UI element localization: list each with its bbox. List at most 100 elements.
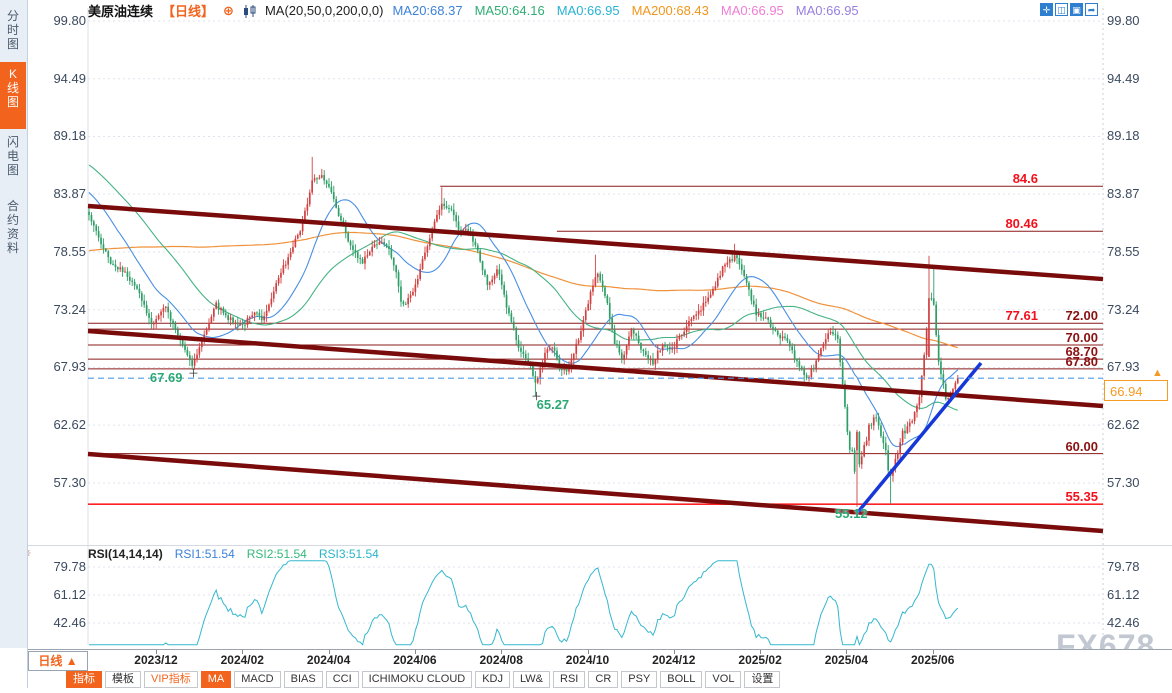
price-level-label[interactable]: 67.80: [1065, 353, 1098, 369]
price-level-label[interactable]: 68.70: [1065, 344, 1098, 360]
rsi-value-3: RSI3:51.54: [318, 547, 379, 561]
date-tick: [414, 650, 416, 654]
toolbar-item-ICHIMOKU CLOUD[interactable]: ICHIMOKU CLOUD: [361, 671, 473, 688]
rsi-axis-label-right: 42.46: [1107, 615, 1140, 630]
add-indicator-icon[interactable]: ⊕: [223, 2, 234, 18]
low-marker-icon: ＋: [187, 368, 199, 381]
price-axis-label-right: 67.93: [1107, 359, 1140, 375]
rsi-axis-label-right: 79.78: [1107, 559, 1140, 574]
toolbar-item-BOLL[interactable]: BOLL: [660, 671, 703, 688]
period-tag[interactable]: 【日线】: [162, 4, 215, 19]
exit-right-icon[interactable]: ➦: [1085, 3, 1098, 16]
left-sidebar: 分时图 K线图闪电图合约资料: [0, 0, 28, 688]
price-level-label[interactable]: 70.00: [1065, 329, 1098, 345]
price-axis-label-left: 67.93: [53, 359, 86, 375]
rsi-axis-label-left: 79.78: [53, 559, 86, 574]
date-label: 2023/12: [134, 653, 178, 667]
sidebar-bottom-spacer: [0, 648, 28, 688]
symbol-title: 美原油连续: [88, 4, 154, 19]
price-axis-label-left: 57.30: [53, 475, 86, 490]
toolbar-item-KDJ[interactable]: KDJ: [475, 671, 510, 688]
price-axis-label-right: 78.55: [1107, 244, 1140, 259]
price-axis-label-right: 83.87: [1107, 186, 1140, 202]
price-axis-label-right: 62.62: [1107, 417, 1140, 433]
date-label: 2024/08: [479, 653, 523, 667]
toolbar-item-设置[interactable]: 设置: [744, 671, 781, 688]
rsi-axis-label-left: 61.12: [53, 587, 86, 602]
date-label: 2024/04: [306, 653, 351, 667]
date-label: 2025/02: [738, 653, 782, 667]
price-axis-label-right: 89.18: [1107, 128, 1140, 144]
last-price-box: 66.94: [1104, 380, 1168, 402]
low-marker-icon: ＋: [531, 391, 543, 404]
price-level-label[interactable]: 84.6: [1012, 171, 1038, 187]
date-tick: [242, 650, 244, 654]
toolbar-item-RSI[interactable]: RSI: [553, 671, 586, 688]
rsi-header: RSI(14,14,14) RSI1:51.54 RSI2:51.54 RSI3:5…: [88, 547, 379, 561]
chart-header: 美原油连续 【日线】 ⊕ MA(20,50,0,200,0,0) MA20:68…: [88, 2, 859, 20]
price-level-label[interactable]: 77.61: [1005, 308, 1038, 324]
date-label: 2024/12: [652, 653, 696, 667]
toolbar-item-LW&[interactable]: LW&: [513, 671, 551, 688]
toolbar-item-CR[interactable]: CR: [588, 671, 619, 688]
ma-values: MA20:68.37 MA50:64.16 MA0:66.95 MA200:68.43…: [392, 3, 858, 18]
date-tick: [156, 650, 157, 654]
price-axis-label-left: 94.49: [53, 70, 86, 86]
ma-settings-label[interactable]: MA(20,50,0,200,0,0): [264, 3, 384, 18]
toolbar-item-模板[interactable]: 模板: [105, 671, 141, 688]
sidebar-tab-3[interactable]: 闪电图: [6, 135, 19, 177]
annotation-label: 65.27: [536, 397, 570, 413]
price-axis-label-left: 99.80: [53, 13, 86, 28]
price-axis-label-right: 57.30: [1107, 475, 1140, 490]
toolbar-item-PSY[interactable]: PSY: [621, 671, 658, 688]
kline-icon: [243, 4, 256, 18]
date-label: 2025/06: [910, 653, 955, 667]
rsi-values: RSI1:51.54 RSI2:51.54 RSI3:51.54: [175, 547, 379, 561]
ma-value-2: MA50:64.16: [474, 3, 545, 18]
price-up-arrow-icon: ▲: [1152, 367, 1163, 380]
pan-crosshair-icon[interactable]: ✛: [1040, 3, 1053, 16]
price-axis-label-left: 78.55: [53, 244, 86, 259]
ma-value-6: MA0:66.95: [795, 3, 859, 18]
period-selector[interactable]: 日线 ▲: [28, 651, 88, 671]
sidebar-tab-2[interactable]: K线图: [0, 62, 26, 129]
price-axis-label-left: 83.87: [53, 186, 86, 202]
ma-value-1: MA20:68.37: [392, 3, 463, 18]
price-axis-label-left: 89.18: [53, 128, 86, 144]
ma-value-5: MA0:66.95: [720, 3, 784, 18]
toolbar-item-指标[interactable]: 指标: [66, 671, 102, 688]
date-label: 2024/06: [393, 653, 437, 667]
toolbar-item-VIP指标[interactable]: VIP指标: [144, 671, 198, 688]
rsi-axis-label-left: 42.46: [53, 615, 86, 630]
ma-value-3: MA0:66.95: [556, 3, 620, 18]
panel-separator: [28, 545, 1172, 546]
price-level-label[interactable]: 72.00: [1065, 308, 1098, 324]
price-axis-label-left: 62.62: [53, 417, 86, 433]
toolbar-item-CCI[interactable]: CCI: [325, 671, 359, 688]
price-axis-label-right: 73.24: [1107, 301, 1140, 317]
price-level-label[interactable]: 80.46: [1005, 216, 1038, 232]
toolbar-item-MACD[interactable]: MACD: [234, 671, 281, 688]
zoom-scale-icon[interactable]: ◫: [1055, 3, 1068, 16]
date-tick: [846, 650, 848, 654]
date-axis-row: 日线 ▲ 2023/12 2024/02 2024/04 2024/06 2024/08…: [28, 649, 1172, 671]
rsi-settings-label[interactable]: RSI(14,14,14): [88, 547, 163, 561]
date-tick: [673, 650, 675, 654]
price-level-label[interactable]: 60.00: [1065, 438, 1098, 454]
toolbar-item-VOL[interactable]: VOL: [705, 671, 742, 688]
sidebar-tab-1[interactable]: 分时图: [6, 9, 19, 51]
ma-value-4: MA200:68.43: [631, 3, 709, 18]
sidebar-tab-4[interactable]: 合约资料: [6, 199, 19, 255]
price-level-label[interactable]: 55.35: [1065, 489, 1098, 505]
toolbar-item-MA[interactable]: MA: [200, 671, 232, 688]
date-tick: [932, 650, 934, 654]
date-tick: [501, 650, 503, 654]
rsi-value-2: RSI2:51.54: [246, 547, 307, 561]
rsi-value-1: RSI1:51.54: [174, 547, 235, 561]
annotation-label: 67.69: [149, 370, 183, 385]
kline-scale-icon[interactable]: ▣: [1070, 3, 1083, 16]
date-label: 2024/02: [220, 653, 264, 667]
toolbar-item-BIAS[interactable]: BIAS: [283, 671, 323, 688]
